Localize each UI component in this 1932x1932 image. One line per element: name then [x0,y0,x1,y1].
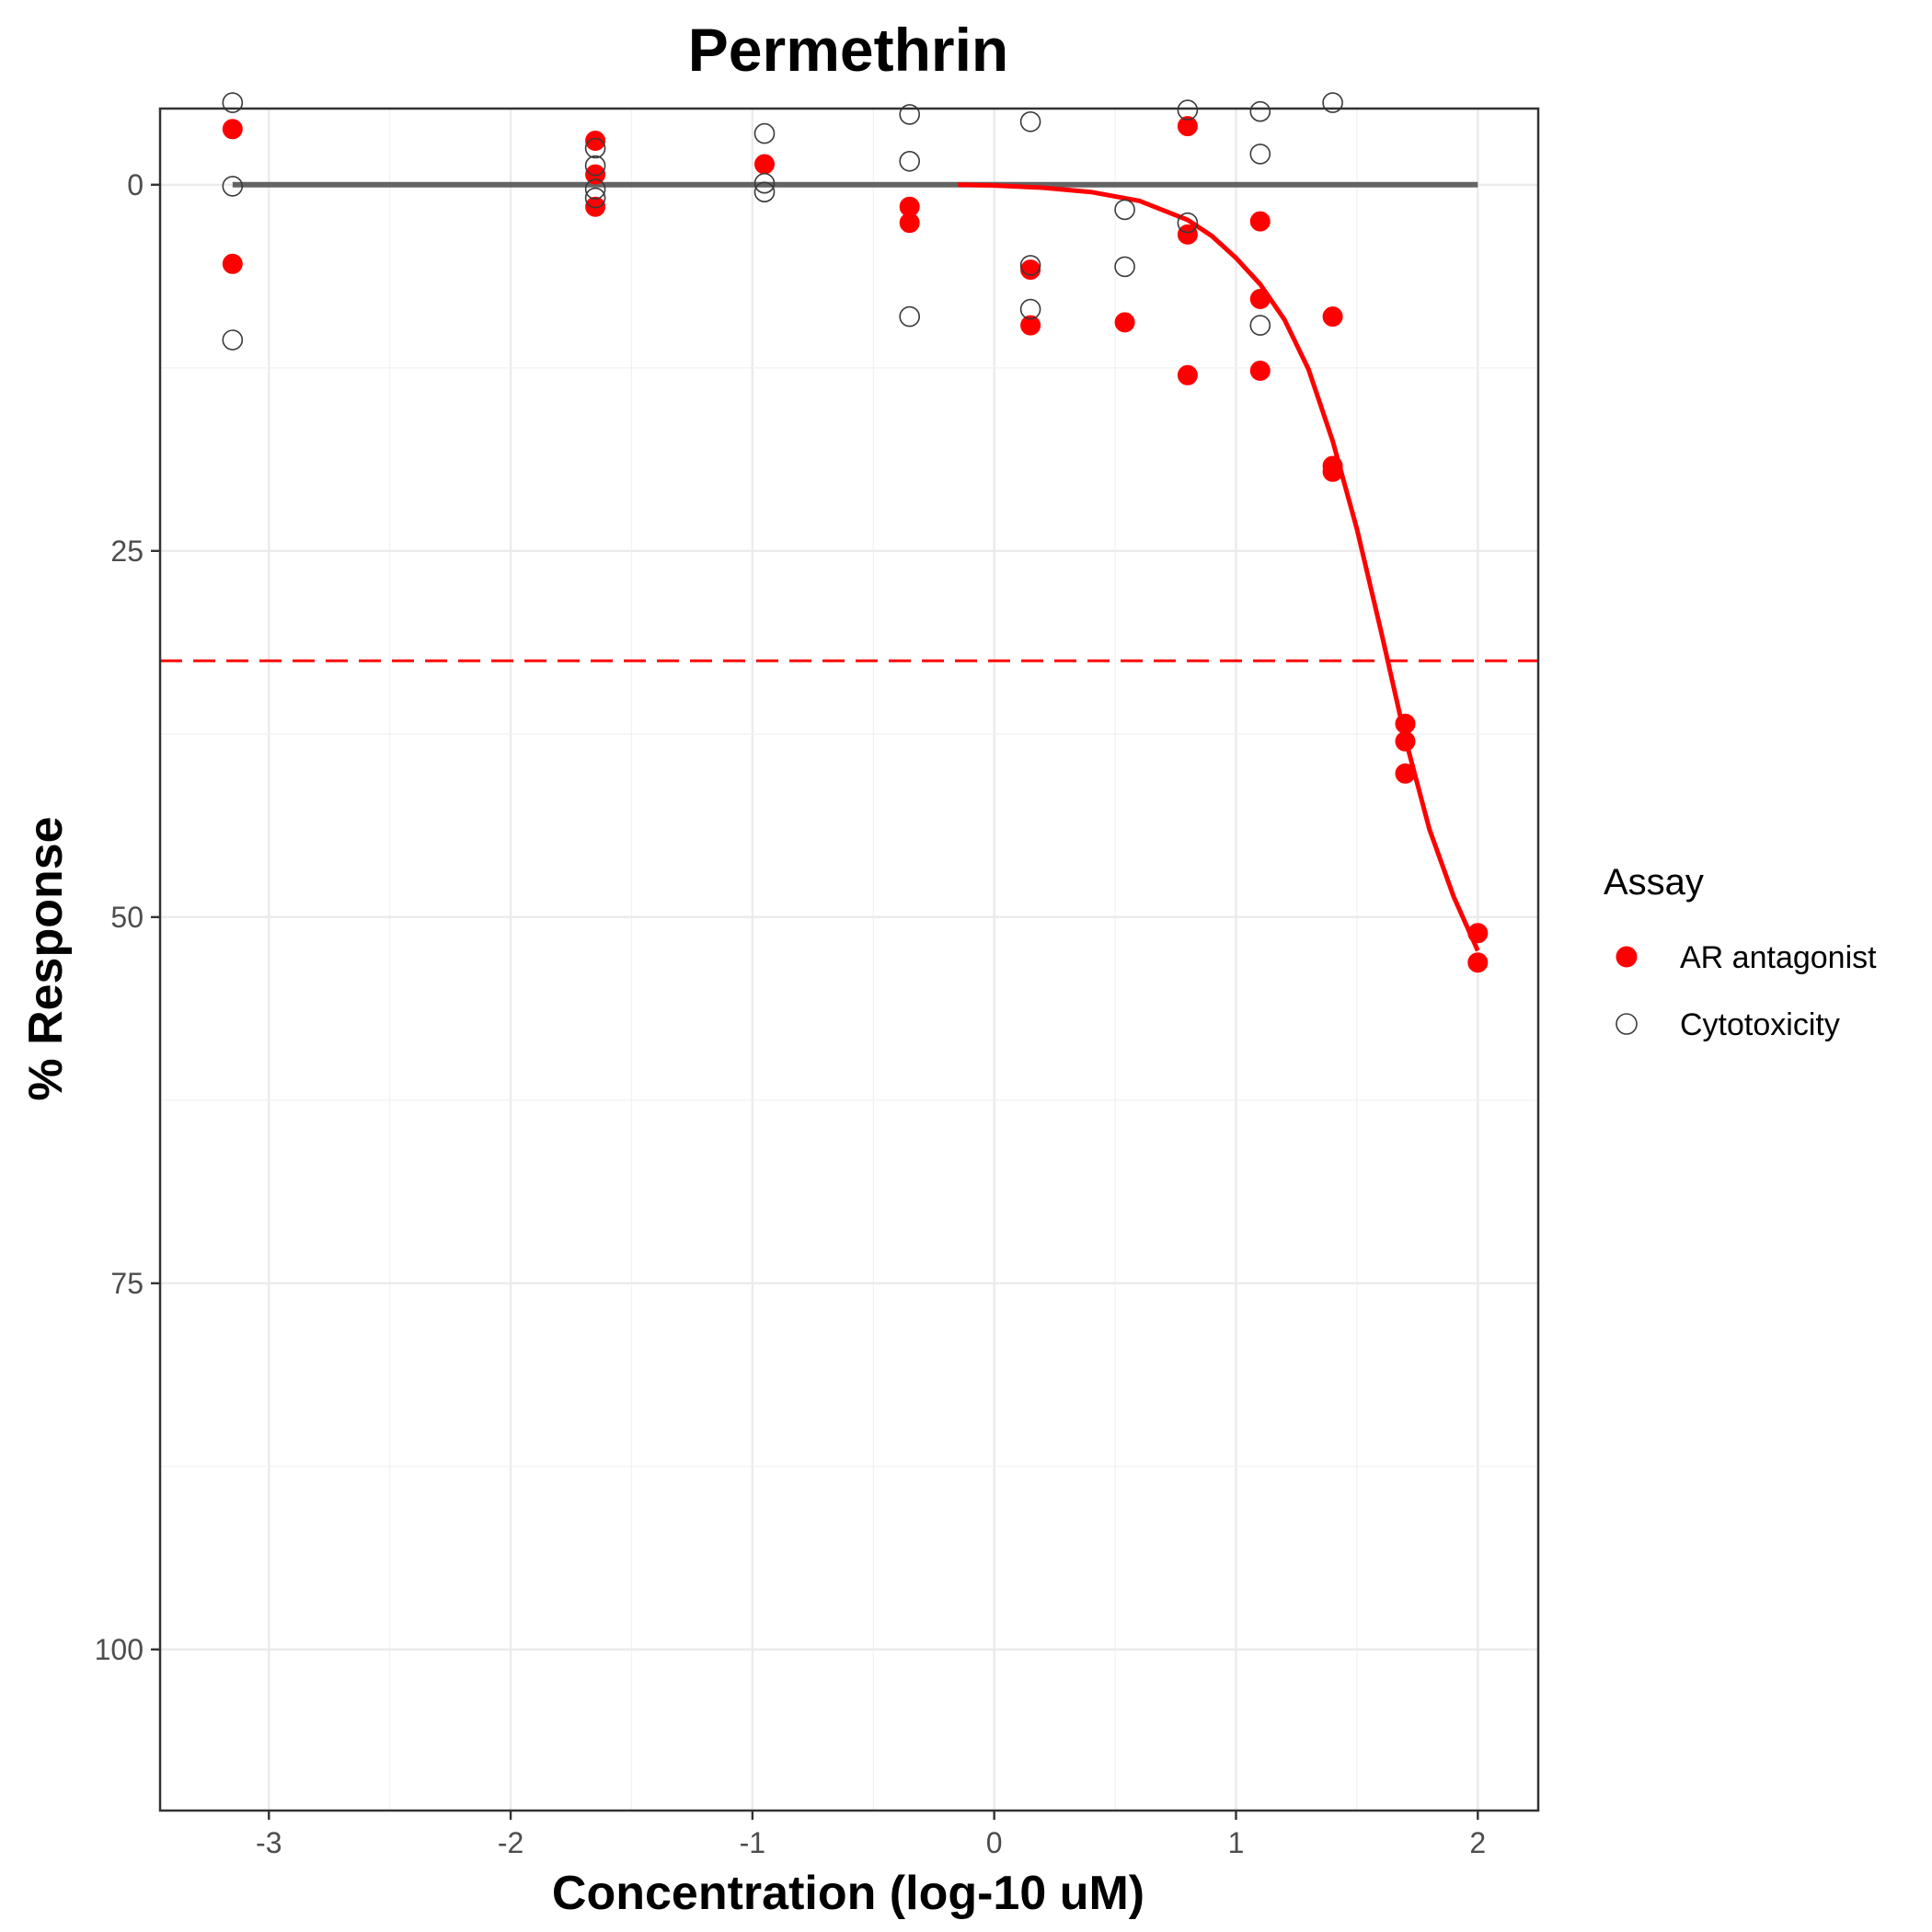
y-tick-label: 100 [95,1633,144,1666]
plot-panel-border [158,107,1540,1812]
ar-antagonist-point [1467,952,1489,973]
legend: Assay AR antagonist Cytotoxicity [1604,862,1877,1042]
cytotoxicity-point [1019,111,1041,132]
y-axis-title: % Response [19,816,73,1100]
cytotoxicity-point [1249,100,1271,122]
ar-antagonist-point [1177,116,1198,137]
legend-label: AR antagonist [1680,940,1877,975]
ar-antagonist-point [222,253,243,274]
ar-antagonist-point [1467,923,1489,944]
cytotoxicity-point [1019,255,1041,276]
cytotoxicity-point [584,155,606,177]
ar-antagonist-point [585,196,606,217]
cytotoxicity-point [1249,144,1271,165]
cytotoxicity-point [753,122,776,144]
legend-title: Assay [1604,862,1704,903]
cytotoxicity-point [753,181,776,202]
plot-panel-background [160,109,1538,1811]
fit-curve-layer [958,182,1480,952]
cytotoxicity-point [1177,99,1199,121]
ar-antagonist-point [1177,364,1198,385]
ar-antagonist-point [1020,259,1041,281]
ar-antagonist-point [222,119,243,140]
data-points [222,92,1489,973]
y-tick-label: 25 [110,535,144,568]
cytotoxicity-point [1114,256,1135,278]
y-tick-label: 50 [110,901,144,934]
ar-antagonist-point [1395,713,1416,734]
ar-antagonist-point [1114,312,1135,333]
ar-antagonist-point [585,131,606,151]
ar-antagonist-point [1249,211,1271,232]
ar-antagonist-point [585,164,606,185]
cytotoxicity-point [1249,315,1271,336]
reference-lines [160,181,1538,662]
ar-antagonist-point [1020,315,1041,336]
cytotoxicity-point [222,176,244,197]
y-tick-label: 75 [110,1267,144,1300]
legend-label: Cytotoxicity [1680,1007,1840,1042]
x-tick-label: 2 [1469,1826,1486,1859]
x-tick-label: -3 [256,1826,282,1859]
cytotoxicity-point [1114,199,1135,221]
x-axis-title: Concentration (log-10 uM) [552,1867,1144,1920]
x-tick-label: -2 [498,1826,523,1859]
cytotoxicity-point [584,187,606,209]
chart-title: Permethrin [688,16,1008,84]
ar-antagonist-point [1322,461,1343,482]
x-tick-label: -1 [740,1826,765,1859]
cytotoxicity-point [222,92,244,113]
cytotoxicity-point [899,305,921,328]
cytotoxicity-point [1322,92,1343,113]
ar-antagonist-fit-line [958,182,1480,952]
ar-antagonist-point [1322,306,1343,328]
legend-key-cytotoxicity [1616,1013,1638,1035]
legend-key-ar-antagonist [1616,946,1638,968]
x-tick-label: 0 [986,1826,1003,1859]
legend-entries: AR antagonist Cytotoxicity [1616,940,1877,1042]
ar-antagonist-point [899,213,920,234]
cytotoxicity-point [222,329,244,351]
cytotoxicity-point [584,178,606,200]
cytotoxicity-point [753,172,776,194]
cytotoxicity-point [584,137,606,159]
ar-antagonist-point [1395,763,1416,784]
ar-antagonist-point [1249,361,1271,381]
cytotoxicity-point [899,151,921,172]
x-tick-label: 1 [1228,1826,1245,1859]
y-tick-label: 0 [127,168,144,201]
ar-antagonist-point [1177,224,1198,245]
x-axis-ticks: -3 -2 -1 0 1 2 [256,1811,1486,1859]
cytotoxicity-point [1019,298,1041,320]
ar-antagonist-point [1395,730,1416,752]
y-axis-ticks: 0 25 50 75 100 [95,168,160,1666]
cytotoxicity-point [1177,212,1199,234]
cytotoxicity-point [899,104,921,125]
ar-antagonist-point [1249,289,1271,309]
ar-antagonist-point [754,154,775,175]
